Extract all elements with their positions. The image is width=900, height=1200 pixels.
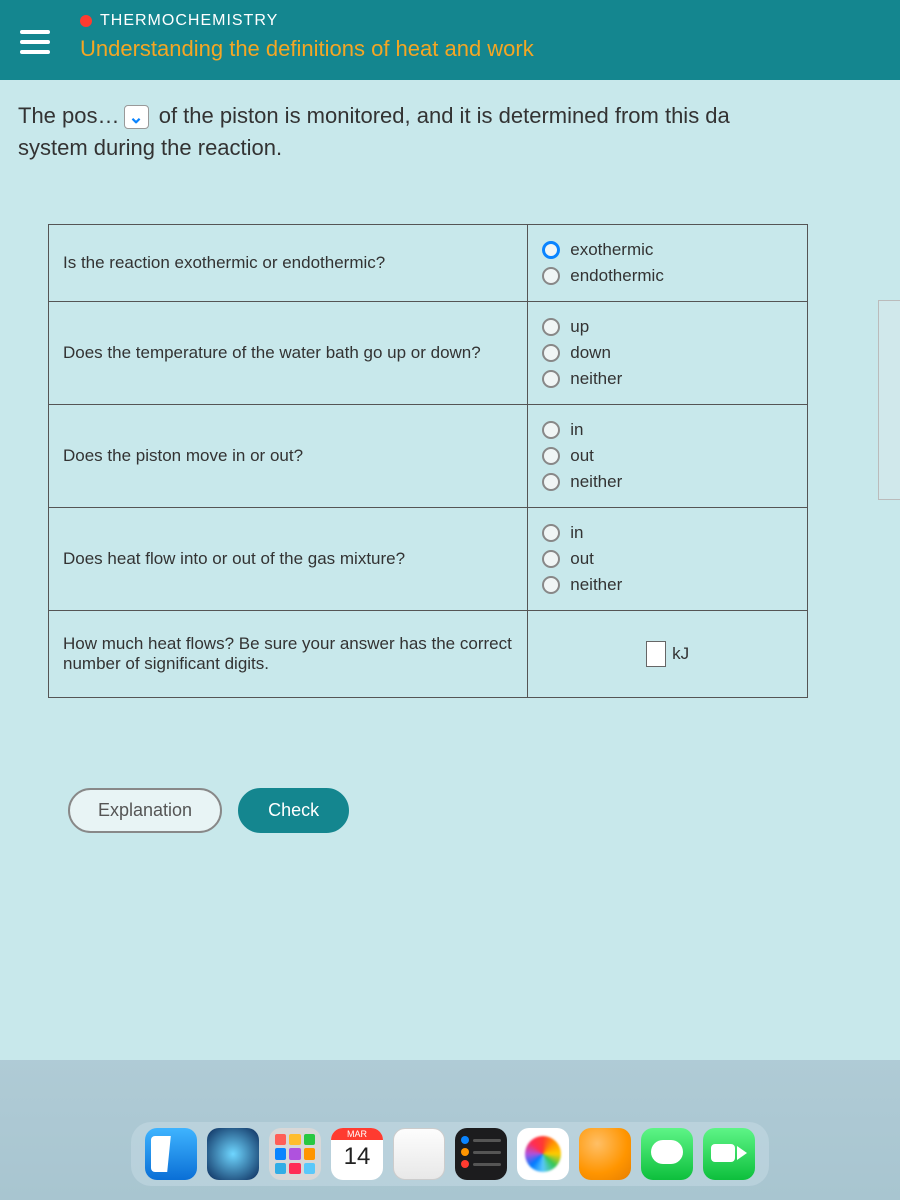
messages-icon[interactable]	[641, 1128, 693, 1180]
launchpad-icon[interactable]	[269, 1128, 321, 1180]
check-button[interactable]: Check	[238, 788, 349, 833]
question-cell: Does the piston move in or out?	[49, 404, 528, 507]
action-buttons: Explanation Check	[68, 788, 882, 833]
option-label: neither	[570, 472, 622, 492]
menu-button[interactable]	[20, 30, 50, 54]
macos-dock: MAR 14	[131, 1122, 769, 1186]
header-text: THERMOCHEMISTRY Understanding the defini…	[80, 12, 880, 62]
reminders-icon[interactable]	[455, 1128, 507, 1180]
prompt-before: The pos	[18, 103, 98, 128]
radio-out[interactable]	[542, 447, 560, 465]
option-label: in	[570, 420, 583, 440]
radio-neither[interactable]	[542, 576, 560, 594]
option-label: out	[570, 446, 594, 466]
explanation-button[interactable]: Explanation	[68, 788, 222, 833]
question-cell: Is the reaction exothermic or endothermi…	[49, 224, 528, 301]
question-prompt: The pos… ⌄ of the piston is monitored, an…	[18, 100, 882, 164]
answer-cell: in out neither	[528, 507, 808, 610]
radio-down[interactable]	[542, 344, 560, 362]
prompt-after: of the piston is monitored, and it is de…	[153, 103, 730, 128]
content-area: The pos… ⌄ of the piston is monitored, an…	[0, 80, 900, 1060]
photos-icon[interactable]	[517, 1128, 569, 1180]
radio-neither[interactable]	[542, 370, 560, 388]
radio-up[interactable]	[542, 318, 560, 336]
questions-table: Is the reaction exothermic or endothermi…	[48, 224, 808, 698]
heat-value-input[interactable]	[646, 641, 666, 667]
chevron-down-icon: ⌄	[129, 108, 144, 126]
app-icon[interactable]	[393, 1128, 445, 1180]
table-row: How much heat flows? Be sure your answer…	[49, 610, 808, 697]
table-row: Does heat flow into or out of the gas mi…	[49, 507, 808, 610]
option-label: endothermic	[570, 266, 664, 286]
calendar-month: MAR	[331, 1128, 383, 1140]
table-row: Is the reaction exothermic or endothermi…	[49, 224, 808, 301]
option-label: down	[570, 343, 611, 363]
calendar-day: 14	[344, 1140, 371, 1174]
option-label: exothermic	[570, 240, 653, 260]
table-row: Does the piston move in or out? in out n…	[49, 404, 808, 507]
radio-in[interactable]	[542, 421, 560, 439]
table-row: Does the temperature of the water bath g…	[49, 301, 808, 404]
question-cell: Does heat flow into or out of the gas mi…	[49, 507, 528, 610]
option-label: in	[570, 523, 583, 543]
radio-neither[interactable]	[542, 473, 560, 491]
dropdown-toggle[interactable]: ⌄	[124, 105, 149, 129]
facetime-icon[interactable]	[703, 1128, 755, 1180]
radio-exothermic[interactable]	[542, 241, 560, 259]
question-cell: How much heat flows? Be sure your answer…	[49, 610, 528, 697]
answer-cell: exothermic endothermic	[528, 224, 808, 301]
finder-icon[interactable]	[145, 1128, 197, 1180]
topic-label: THERMOCHEMISTRY	[100, 12, 278, 30]
question-cell: Does the temperature of the water bath g…	[49, 301, 528, 404]
app-icon[interactable]	[207, 1128, 259, 1180]
app-icon[interactable]	[579, 1128, 631, 1180]
answer-cell: up down neither	[528, 301, 808, 404]
answer-cell: kJ	[528, 610, 808, 697]
partial-panel	[878, 300, 900, 500]
app-header: THERMOCHEMISTRY Understanding the defini…	[0, 0, 900, 80]
prompt-line2: system during the reaction.	[18, 135, 282, 160]
option-label: neither	[570, 369, 622, 389]
topic-bullet-icon	[80, 15, 92, 27]
radio-out[interactable]	[542, 550, 560, 568]
prompt-ellipsis: …	[98, 103, 120, 128]
unit-label: kJ	[672, 644, 689, 664]
calendar-icon[interactable]: MAR 14	[331, 1128, 383, 1180]
option-label: out	[570, 549, 594, 569]
option-label: up	[570, 317, 589, 337]
lesson-title: Understanding the definitions of heat an…	[80, 36, 880, 62]
radio-in[interactable]	[542, 524, 560, 542]
answer-cell: in out neither	[528, 404, 808, 507]
radio-endothermic[interactable]	[542, 267, 560, 285]
option-label: neither	[570, 575, 622, 595]
